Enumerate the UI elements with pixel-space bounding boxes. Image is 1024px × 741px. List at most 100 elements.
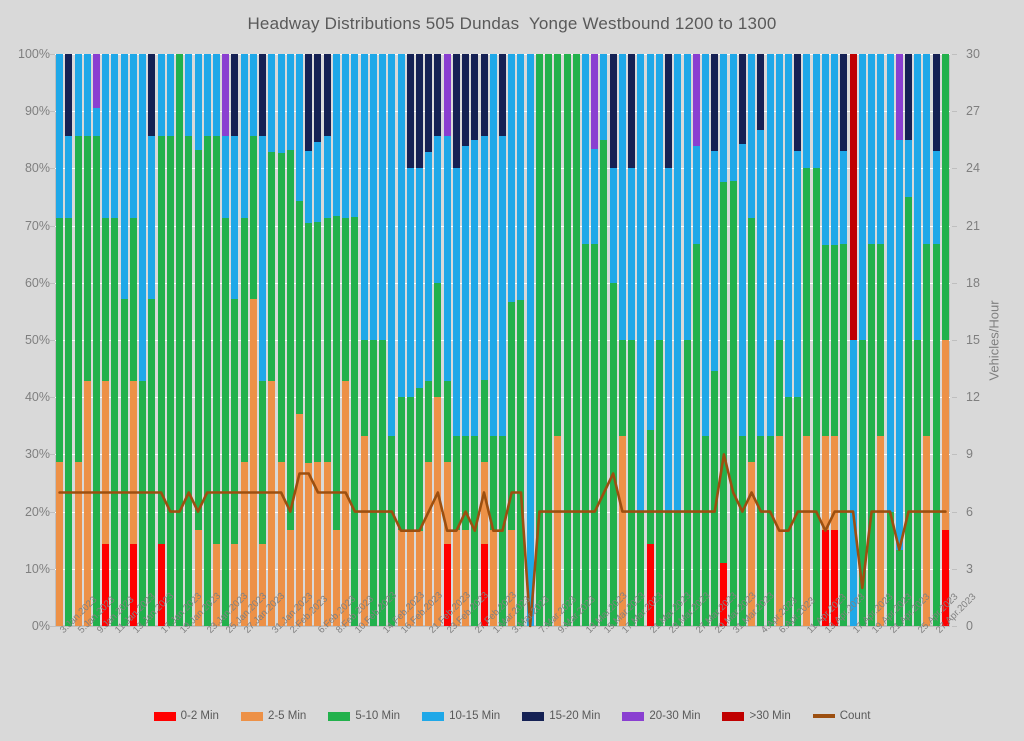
stacked-bar[interactable]: [166, 54, 174, 626]
stacked-bar[interactable]: [720, 54, 728, 626]
stacked-bar[interactable]: [185, 54, 193, 626]
stacked-bar[interactable]: [65, 54, 73, 626]
stacked-bar[interactable]: [932, 54, 940, 626]
stacked-bar[interactable]: [849, 54, 857, 626]
stacked-bar[interactable]: [249, 54, 257, 626]
stacked-bar[interactable]: [591, 54, 599, 626]
stacked-bar[interactable]: [480, 54, 488, 626]
stacked-bar[interactable]: [554, 54, 562, 626]
stacked-bar[interactable]: [508, 54, 516, 626]
legend-item[interactable]: 20-30 Min: [622, 710, 700, 722]
stacked-bar[interactable]: [434, 54, 442, 626]
stacked-bar[interactable]: [406, 54, 414, 626]
stacked-bar[interactable]: [821, 54, 829, 626]
stacked-bar[interactable]: [56, 54, 64, 626]
stacked-bar[interactable]: [655, 54, 663, 626]
stacked-bar[interactable]: [785, 54, 793, 626]
stacked-bar[interactable]: [102, 54, 110, 626]
stacked-bar[interactable]: [628, 54, 636, 626]
legend-item[interactable]: 0-2 Min: [153, 710, 219, 722]
legend-item[interactable]: 15-20 Min: [522, 710, 600, 722]
stacked-bar[interactable]: [711, 54, 719, 626]
stacked-bar[interactable]: [757, 54, 765, 626]
stacked-bar[interactable]: [683, 54, 691, 626]
legend-item[interactable]: 5-10 Min: [328, 710, 400, 722]
stacked-bar[interactable]: [93, 54, 101, 626]
stacked-bar[interactable]: [572, 54, 580, 626]
legend-item[interactable]: 10-15 Min: [422, 710, 500, 722]
stacked-bar[interactable]: [332, 54, 340, 626]
stacked-bar[interactable]: [415, 54, 423, 626]
stacked-bar[interactable]: [895, 54, 903, 626]
stacked-bar[interactable]: [388, 54, 396, 626]
stacked-bar[interactable]: [609, 54, 617, 626]
stacked-bar[interactable]: [83, 54, 91, 626]
stacked-bar[interactable]: [868, 54, 876, 626]
stacked-bar[interactable]: [212, 54, 220, 626]
stacked-bar[interactable]: [360, 54, 368, 626]
stacked-bar[interactable]: [858, 54, 866, 626]
stacked-bar[interactable]: [674, 54, 682, 626]
stacked-bar[interactable]: [314, 54, 322, 626]
stacked-bar[interactable]: [342, 54, 350, 626]
stacked-bar[interactable]: [148, 54, 156, 626]
stacked-bar[interactable]: [305, 54, 313, 626]
stacked-bar[interactable]: [379, 54, 387, 626]
legend-item[interactable]: 2-5 Min: [240, 710, 306, 722]
stacked-bar[interactable]: [535, 54, 543, 626]
legend-item[interactable]: >30 Min: [722, 710, 791, 722]
stacked-bar[interactable]: [489, 54, 497, 626]
stacked-bar[interactable]: [351, 54, 359, 626]
stacked-bar[interactable]: [176, 54, 184, 626]
stacked-bar[interactable]: [120, 54, 128, 626]
stacked-bar[interactable]: [231, 54, 239, 626]
stacked-bar[interactable]: [203, 54, 211, 626]
stacked-bar[interactable]: [452, 54, 460, 626]
stacked-bar[interactable]: [268, 54, 276, 626]
stacked-bar[interactable]: [941, 54, 949, 626]
stacked-bar[interactable]: [517, 54, 525, 626]
stacked-bar[interactable]: [766, 54, 774, 626]
stacked-bar[interactable]: [665, 54, 673, 626]
stacked-bar[interactable]: [877, 54, 885, 626]
stacked-bar[interactable]: [111, 54, 119, 626]
stacked-bar[interactable]: [840, 54, 848, 626]
stacked-bar[interactable]: [194, 54, 202, 626]
stacked-bar[interactable]: [425, 54, 433, 626]
stacked-bar[interactable]: [812, 54, 820, 626]
stacked-bar[interactable]: [748, 54, 756, 626]
stacked-bar[interactable]: [637, 54, 645, 626]
stacked-bar[interactable]: [600, 54, 608, 626]
stacked-bar[interactable]: [692, 54, 700, 626]
stacked-bar[interactable]: [545, 54, 553, 626]
stacked-bar[interactable]: [443, 54, 451, 626]
stacked-bar[interactable]: [369, 54, 377, 626]
stacked-bar[interactable]: [646, 54, 654, 626]
stacked-bar[interactable]: [886, 54, 894, 626]
stacked-bar[interactable]: [240, 54, 248, 626]
stacked-bar[interactable]: [563, 54, 571, 626]
stacked-bar[interactable]: [618, 54, 626, 626]
stacked-bar[interactable]: [729, 54, 737, 626]
stacked-bar[interactable]: [157, 54, 165, 626]
stacked-bar[interactable]: [286, 54, 294, 626]
stacked-bar[interactable]: [259, 54, 267, 626]
stacked-bar[interactable]: [803, 54, 811, 626]
stacked-bar[interactable]: [904, 54, 912, 626]
stacked-bar[interactable]: [222, 54, 230, 626]
stacked-bar[interactable]: [462, 54, 470, 626]
stacked-bar[interactable]: [296, 54, 303, 626]
stacked-bar[interactable]: [526, 54, 534, 626]
stacked-bar[interactable]: [74, 54, 82, 626]
stacked-bar[interactable]: [139, 54, 147, 626]
stacked-bar[interactable]: [701, 54, 709, 626]
stacked-bar[interactable]: [923, 54, 931, 626]
stacked-bar[interactable]: [277, 54, 285, 626]
stacked-bar[interactable]: [323, 54, 331, 626]
stacked-bar[interactable]: [738, 54, 746, 626]
legend-item[interactable]: Count: [812, 710, 870, 722]
stacked-bar[interactable]: [582, 54, 590, 626]
stacked-bar[interactable]: [914, 54, 922, 626]
stacked-bar[interactable]: [831, 54, 839, 626]
stacked-bar[interactable]: [129, 54, 137, 626]
